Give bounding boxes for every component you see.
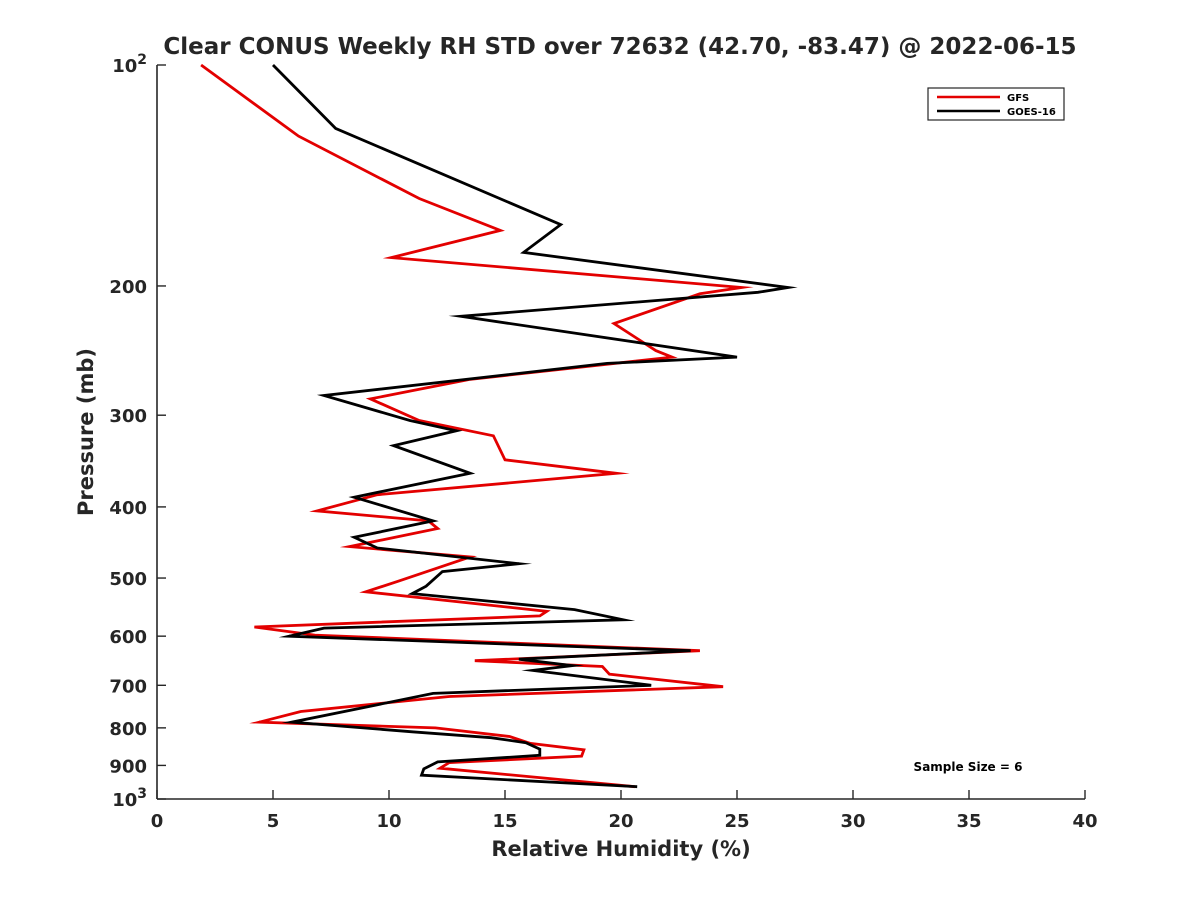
y-tick-label: 800: [109, 719, 147, 740]
y-tick-label-exponent: 2: [137, 52, 147, 68]
y-tick-label: 600: [109, 627, 147, 648]
x-tick-label: 30: [840, 811, 865, 832]
y-tick-label-base: 700: [109, 676, 147, 697]
legend-entries: GFS GOES-16: [937, 93, 1056, 118]
x-tick-label: 15: [492, 811, 517, 832]
legend: GFS GOES-16: [927, 87, 1065, 121]
y-tick-label-base: 800: [109, 719, 147, 740]
legend-label: GOES-16: [1007, 107, 1056, 118]
legend-box: [927, 87, 1065, 121]
y-tick-label-base: 200: [109, 277, 147, 298]
legend-label: GFS: [1007, 93, 1029, 104]
x-axis-ticks: 0 5 10 15 20 25 30 35 40: [151, 790, 1098, 832]
y-tick-label: 400: [109, 498, 147, 519]
y-axis-label: Pressure (mb): [74, 348, 98, 516]
y-tick-label: 500: [109, 569, 147, 590]
y-tick-label-base: 500: [109, 569, 147, 590]
y-tick-label: 102: [112, 52, 147, 77]
y-tick-label: 900: [109, 756, 147, 777]
y-tick-label: 103: [112, 786, 147, 811]
y-tick-label-base: 600: [109, 627, 147, 648]
chart-title: Clear CONUS Weekly RH STD over 72632 (42…: [163, 34, 1076, 60]
y-tick-label-base: 10: [112, 790, 137, 811]
x-tick-label: 35: [956, 811, 981, 832]
series-line-goes-16: [272, 64, 798, 789]
y-tick-label: 700: [109, 676, 147, 697]
x-tick-label: 10: [376, 811, 401, 832]
x-tick-label: 5: [267, 811, 280, 832]
x-tick-label: 0: [151, 811, 164, 832]
x-axis-label: Relative Humidity (%): [491, 837, 750, 861]
sample-size-annotation: Sample Size = 6: [914, 760, 1023, 774]
y-tick-label: 200: [109, 277, 147, 298]
x-tick-label: 20: [608, 811, 633, 832]
x-tick-label: 25: [724, 811, 749, 832]
series-layer: [200, 63, 798, 789]
y-tick-label-exponent: 3: [137, 786, 147, 802]
y-tick-label-base: 300: [109, 406, 147, 427]
x-tick-label: 40: [1072, 811, 1097, 832]
y-tick-label-base: 400: [109, 498, 147, 519]
y-tick-label-base: 10: [112, 56, 137, 77]
y-tick-label-base: 900: [109, 756, 147, 777]
y-tick-label: 300: [109, 406, 147, 427]
